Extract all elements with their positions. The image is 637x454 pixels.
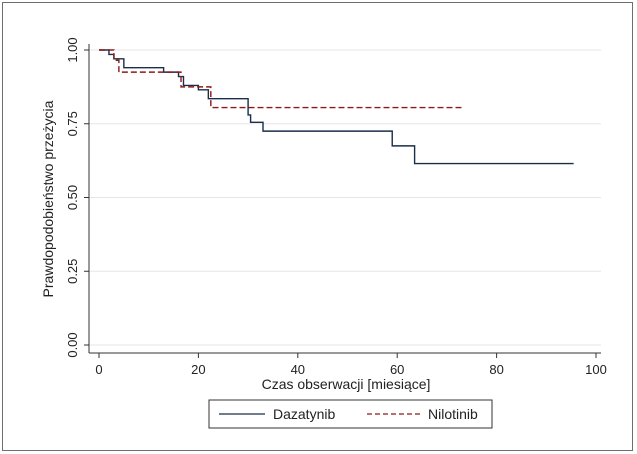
y-tick-label: 0.50 <box>65 185 80 210</box>
y-axis-title: Prawdopodobieństwo przeżycia <box>40 100 56 297</box>
series-line-dazatynib <box>99 49 574 165</box>
y-tick-label: 0.00 <box>65 332 80 357</box>
legend: Dazatynib Nilotinib <box>208 399 493 429</box>
series-line-nilotinib <box>99 49 462 109</box>
legend-label-dazatynib: Dazatynib <box>273 406 335 422</box>
y-tick-label: 1.00 <box>65 37 80 62</box>
legend-box <box>208 399 493 429</box>
x-tick-label: 80 <box>489 362 503 377</box>
legend-label-nilotinib: Nilotinib <box>428 406 478 422</box>
tick-labels: 0.00 0.25 0.50 0.75 1.00 0 20 40 60 80 100 <box>65 37 607 377</box>
x-tick-label: 0 <box>95 362 102 377</box>
series-lines <box>99 49 574 165</box>
y-tick-label: 0.25 <box>65 259 80 284</box>
x-tick-label: 40 <box>291 362 305 377</box>
x-tick-label: 100 <box>585 362 607 377</box>
grid-lines <box>89 49 601 346</box>
chart-figure: 0.00 0.25 0.50 0.75 1.00 0 20 40 60 80 100 Czas ob… <box>2 2 633 451</box>
x-tick-label: 60 <box>390 362 404 377</box>
y-tick-label: 0.75 <box>65 111 80 136</box>
x-tick-label: 20 <box>191 362 205 377</box>
x-axis-title: Czas obserwacji [miesiące] <box>262 376 431 392</box>
axes <box>84 44 601 358</box>
chart-svg: 0.00 0.25 0.50 0.75 1.00 0 20 40 60 80 100 Czas ob… <box>40 37 607 429</box>
